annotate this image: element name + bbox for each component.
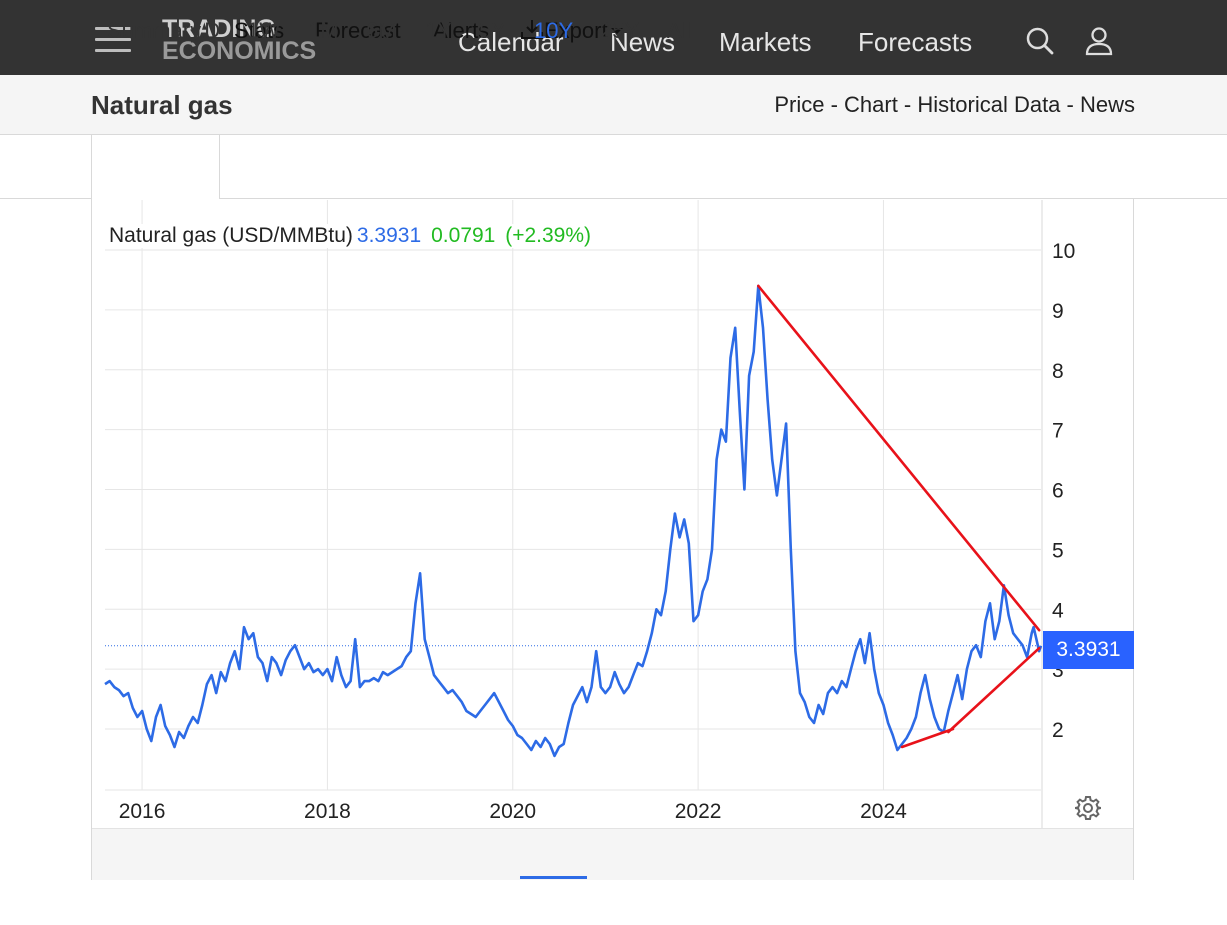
price-series-line [104, 284, 1043, 758]
y-tick-label: 6 [1052, 480, 1064, 503]
link-separator: - [824, 92, 845, 117]
legend-series-name: Natural gas (USD/MMBtu) [109, 224, 353, 247]
tab-stats[interactable]: Stats [234, 18, 285, 43]
x-tick-label: 2024 [860, 800, 907, 823]
tab-forecast[interactable]: Forecast [315, 18, 401, 43]
link-price[interactable]: Price [774, 92, 825, 117]
link-chart[interactable]: Chart [844, 92, 898, 117]
logo-line-2: ECONOMICS [162, 37, 317, 65]
x-tick-label: 2016 [119, 800, 166, 823]
range-all[interactable]: All [667, 18, 692, 43]
logo-line-1: TRADING [162, 15, 276, 43]
site-logo[interactable]: TRADING ECONOMICS [162, 15, 317, 65]
tab-alerts[interactable]: Alerts [433, 18, 490, 43]
link-news[interactable]: News [1079, 92, 1135, 117]
top-navigation-bar [0, 0, 1227, 75]
active-range-underline [520, 876, 587, 879]
download-icon [521, 20, 543, 39]
tab-summary[interactable]: Summary [107, 18, 202, 43]
link-separator: - [1060, 92, 1080, 117]
nav-markets[interactable]: Markets [719, 27, 812, 57]
range-1w[interactable]: 1W [247, 18, 280, 43]
trend-line [757, 284, 1041, 632]
range-1m[interactable]: 1M [308, 18, 339, 43]
legend-change: 0.0791 [431, 224, 496, 247]
range-1d[interactable]: 1D [192, 18, 221, 43]
range-25y[interactable]: 25Y [600, 18, 640, 43]
legend-price: 3.3931 [356, 224, 422, 247]
page-title: Natural gas [91, 90, 233, 120]
last-price-label: 3.3931 [1043, 631, 1134, 669]
gear-icon[interactable] [1074, 795, 1102, 821]
x-tick-label: 2020 [489, 800, 536, 823]
nav-forecasts[interactable]: Forecasts [858, 27, 973, 57]
tab-active-background [91, 135, 220, 199]
caret-down-icon [610, 28, 623, 34]
trend-line [900, 727, 955, 749]
y-tick-label: 8 [1052, 360, 1064, 383]
nav-calendar[interactable]: Calendar [458, 27, 564, 57]
x-tick-label: 2022 [675, 800, 722, 823]
range-1y[interactable]: 1Y [425, 18, 452, 43]
range-5y[interactable]: 5Y [479, 18, 506, 43]
time-range-bar [92, 828, 1133, 880]
menu-icon[interactable] [95, 27, 131, 53]
chart-legend: Natural gas (USD/MMBtu) 3.3931 0.0791 (+2.… [107, 224, 593, 248]
range-10y[interactable]: 10Y [534, 18, 574, 43]
y-tick-label: 3 [1052, 659, 1064, 682]
trend-line [947, 646, 1041, 734]
link-historical-data[interactable]: Historical Data [917, 92, 1061, 117]
y-tick-label: 10 [1052, 240, 1075, 263]
breadcrumb-links: Price - Chart - Historical Data - News [774, 92, 1135, 118]
x-tick-label: 2018 [304, 800, 351, 823]
export-label: Export [544, 18, 608, 43]
y-tick-label: 9 [1052, 300, 1064, 323]
y-tick-label: 5 [1052, 539, 1064, 562]
tab-export[interactable]: Export [520, 18, 624, 44]
nav-news[interactable]: News [610, 27, 676, 57]
y-tick-label: 7 [1052, 420, 1064, 443]
y-tick-label: 4 [1052, 599, 1064, 622]
search-icon[interactable] [1025, 26, 1055, 56]
link-separator: - [897, 92, 918, 117]
range-6m[interactable]: 6M [366, 18, 397, 43]
user-icon[interactable] [1084, 26, 1114, 56]
sub-header [0, 75, 1227, 135]
y-tick-label: 2 [1052, 719, 1064, 742]
legend-change-percent: (+2.39%) [505, 224, 591, 247]
tab-bar [0, 135, 1227, 199]
